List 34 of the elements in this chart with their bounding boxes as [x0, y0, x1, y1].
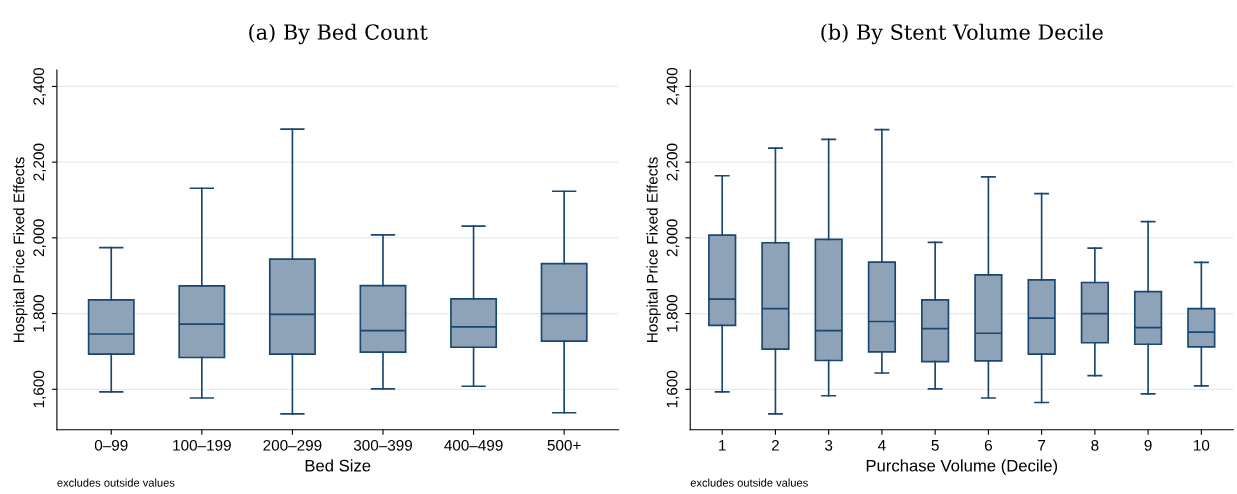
- y-axis-title: Hospital Price Fixed Effects: [13, 157, 28, 342]
- y-tick-label: 1,800: [33, 295, 46, 332]
- x-tick-label: 6: [984, 439, 992, 451]
- chart-title: (a) By Bed Count: [249, 23, 428, 45]
- x-tick-label: 400–499: [444, 439, 503, 451]
- x-tick-label: 8: [1091, 439, 1099, 451]
- y-tick-label: 1,600: [33, 370, 46, 408]
- x-tick-label: 7: [1038, 440, 1046, 451]
- y-axis-title: Hospital Price Fixed Effects: [646, 157, 661, 342]
- x-tick-label: 9: [1144, 439, 1152, 451]
- x-tick-label: 0–99: [94, 439, 128, 451]
- y-tick-label: 2,000: [666, 219, 680, 257]
- y-tick-label: 2,400: [666, 67, 680, 105]
- text: excludes outside values: [57, 478, 175, 487]
- y-tick-label: 2,200: [666, 143, 680, 181]
- text: excludes outside values: [690, 478, 808, 487]
- y-tick-label: 1,600: [666, 370, 680, 408]
- y-tick-label: 2,000: [33, 219, 46, 257]
- x-tick-label: 3: [825, 439, 833, 451]
- x-axis-title: Bed Size: [305, 459, 371, 472]
- x-tick-label: 10: [1194, 439, 1210, 451]
- x-tick-label: 2: [771, 439, 779, 451]
- x-tick-label: 500+: [547, 439, 581, 451]
- y-tick-label: 2,200: [33, 143, 46, 181]
- x-tick-label: 200–299: [263, 439, 322, 451]
- x-tick-label: 1: [719, 440, 726, 451]
- x-tick-label: 4: [878, 440, 886, 451]
- x-tick-label: 100–199: [173, 439, 231, 451]
- x-tick-label: 5: [931, 440, 939, 451]
- x-tick-label: 300–399: [353, 439, 413, 451]
- y-tick-label: 1,800: [666, 295, 680, 332]
- x-axis-title: Purchase Volume (Decile): [866, 459, 1058, 475]
- chart-title: (b) By Stent Volume Decile: [821, 23, 1103, 45]
- y-tick-label: 2,400: [33, 67, 46, 105]
